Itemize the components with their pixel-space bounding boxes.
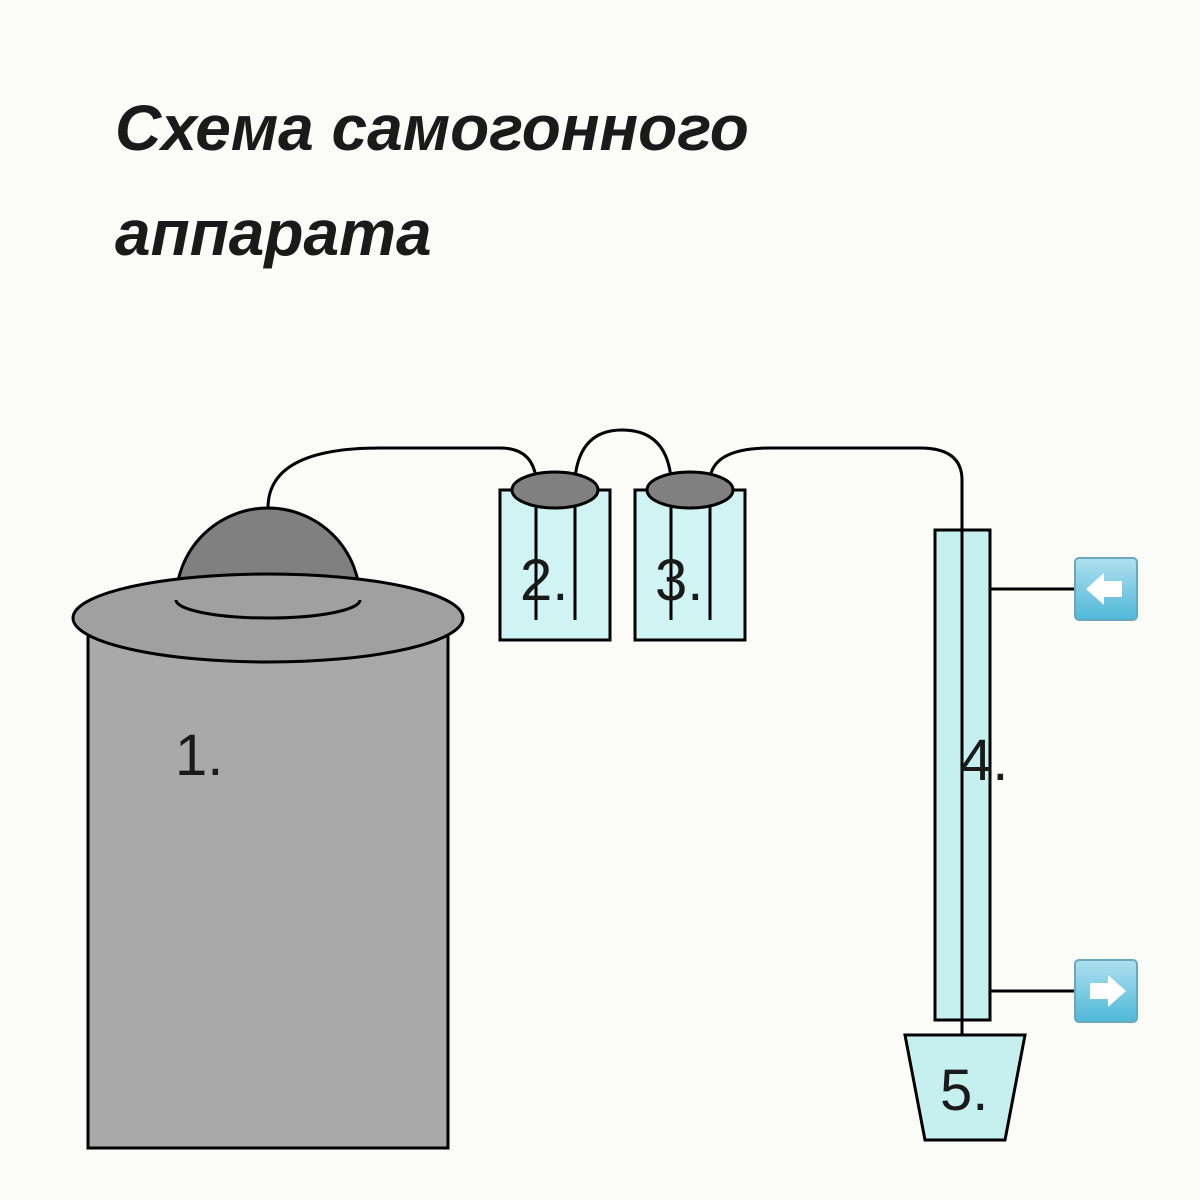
jar3-cap <box>647 472 733 508</box>
moonshine-diagram: Схема самогонного аппарата 1. 2. 3. 4. 5. <box>0 0 1200 1200</box>
label-3: 3. <box>655 548 703 613</box>
label-2: 2. <box>520 548 568 613</box>
label-5: 5. <box>940 1058 988 1123</box>
title-line-2: аппарата <box>115 197 432 269</box>
label-4: 4. <box>960 728 1008 793</box>
label-1: 1. <box>175 723 223 788</box>
title-line-1: Схема самогонного <box>115 92 749 164</box>
tank-body <box>88 618 448 1148</box>
jar2-cap <box>512 472 598 508</box>
